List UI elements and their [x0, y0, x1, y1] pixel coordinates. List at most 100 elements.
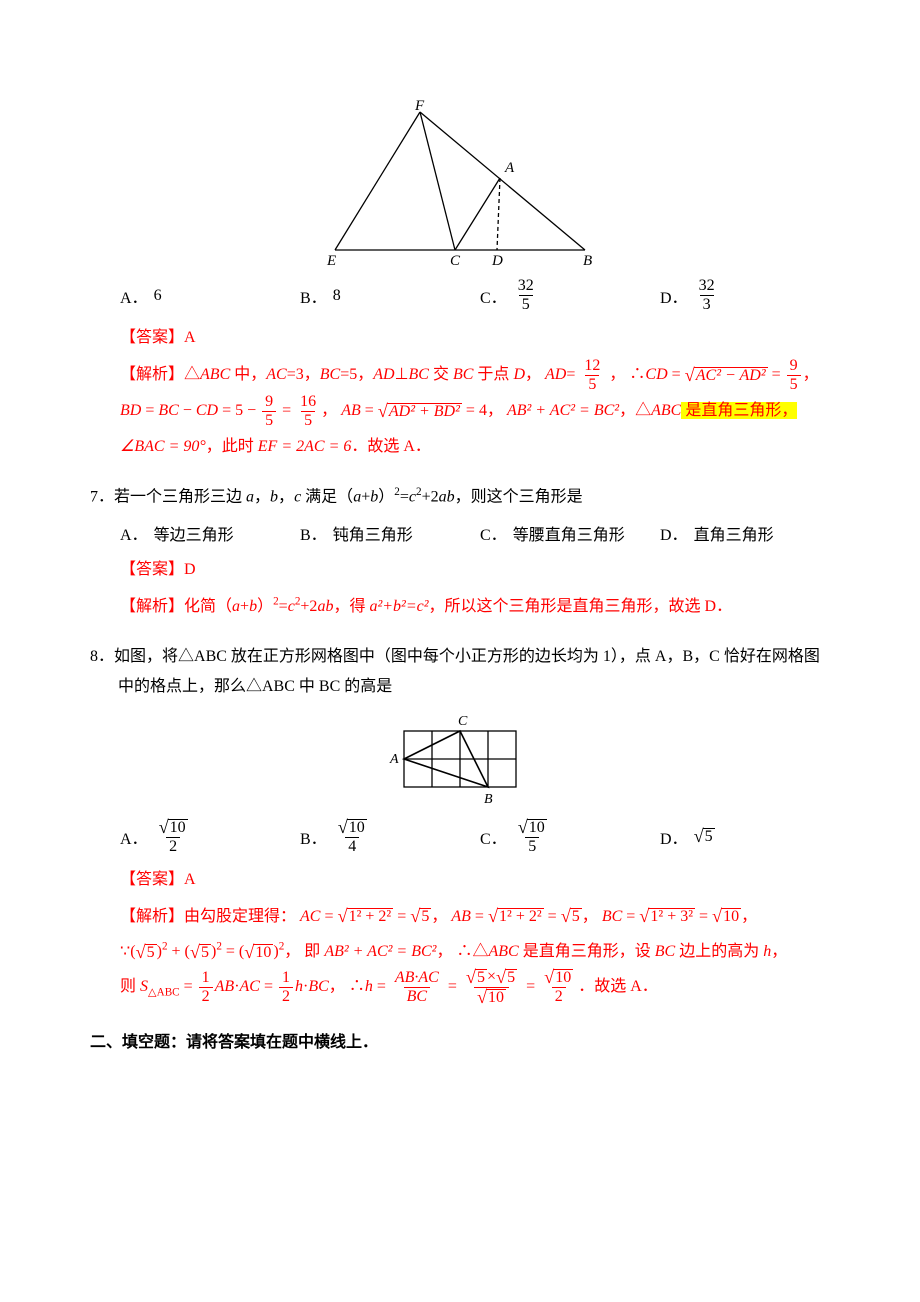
tri: △	[184, 366, 200, 383]
q8h3: h	[365, 978, 373, 995]
q8-el: 【解析】	[120, 908, 184, 925]
q8-option-d: D．√5	[660, 825, 820, 849]
q6-d-den: 3	[700, 295, 714, 313]
q8s5b: 5	[570, 908, 582, 925]
q7e4: ，所以这个三角形是直角三角形，故选 D．	[429, 598, 733, 615]
q7ec: c	[288, 598, 295, 615]
bd1n: 9	[262, 394, 276, 411]
bc4: BC	[158, 402, 178, 419]
ad1: AD	[373, 366, 394, 383]
q7s2: 满足（	[301, 488, 353, 505]
q7c1: ，	[254, 488, 270, 505]
q6-d-num: 32	[696, 278, 718, 295]
q7b3: b	[447, 488, 455, 505]
ad-num: 12	[581, 358, 603, 375]
atD: 于点	[473, 366, 513, 383]
q8right: 是直角三角形，设	[519, 943, 655, 960]
q7e3: ，得	[333, 598, 369, 615]
svg-text:C: C	[458, 714, 468, 729]
q8s12a: 1² + 2²	[347, 908, 394, 925]
q7-option-d: D．直角三角形	[660, 521, 820, 545]
bc3: BC	[453, 366, 473, 383]
hl: 是直角三角形，	[681, 402, 797, 419]
bc: BC	[320, 366, 340, 383]
q7mid: +2	[422, 488, 439, 505]
ef: EF = 2AC = 6	[258, 438, 352, 455]
q8ab: AB	[451, 908, 471, 925]
abc: ABC	[200, 366, 230, 383]
q6-option-b: B．8	[300, 284, 480, 308]
q7-explanation: 【解析】化简（a+b）2=c2+2ab，得 a²+b²=c²，所以这个三角形是直…	[90, 589, 830, 624]
q8cm: ，	[771, 943, 787, 960]
h2d: 2	[279, 987, 293, 1005]
five: 5	[235, 402, 243, 419]
q8th2: ∴	[349, 978, 365, 995]
q8s5d: 5	[199, 944, 211, 961]
svg-text:F: F	[414, 100, 425, 114]
hfn: AB·AC	[395, 969, 439, 986]
section-2-heading: 二、填空题：请将答案填在题中横线上．	[90, 1028, 830, 1052]
q8aSq: 10	[168, 819, 188, 836]
minus2: −	[243, 402, 260, 419]
q8tri: △ABC	[148, 986, 180, 998]
q8end: ．故选 A．	[578, 978, 658, 995]
cd2: CD	[196, 402, 218, 419]
minus1: −	[179, 402, 196, 419]
q6-figure: E C D B F A	[90, 100, 830, 270]
q8ac: AC	[300, 908, 320, 925]
q8s13: 1² + 3²	[648, 908, 695, 925]
q7-c: 等腰直角三角形	[513, 521, 625, 545]
cd: CD	[645, 366, 667, 383]
q8s10b: 10	[253, 944, 273, 961]
c2: ，	[609, 366, 625, 383]
abc2: ABC	[651, 402, 681, 419]
q7a: a	[246, 488, 254, 505]
q8bc3: BC	[308, 978, 328, 995]
grid-diagram: A B C	[380, 711, 540, 811]
q8-text: 如图，将△ABC 放在正方形网格图中（图中每个小正方形的边长均为 1），点 A，…	[114, 648, 820, 695]
q8abc: ABC	[489, 943, 519, 960]
q6-explanation: 【解析】△ABC 中，AC=3，BC=5，AD⊥BC 交 BC 于点 D， AD…	[90, 357, 830, 464]
r10: 10	[553, 969, 573, 986]
q7s4: ，则这个三角形是	[455, 488, 583, 505]
q7-a: 等边三角形	[154, 521, 234, 545]
q7a2: a	[353, 488, 361, 505]
perp: ⊥	[395, 366, 409, 383]
q7-option-c: C．等腰直角三角形	[480, 521, 660, 545]
q7ep: +	[240, 598, 249, 615]
then: ，此时	[206, 438, 258, 455]
atbc: 交	[429, 366, 453, 383]
q6-option-d: D．323	[660, 278, 820, 313]
D: D	[513, 366, 525, 383]
svg-text:C: C	[450, 253, 461, 269]
q7s1: 若一个三角形三边	[114, 488, 246, 505]
hfd: BC	[407, 988, 427, 1005]
q7emid: +2	[300, 598, 317, 615]
q7eq: =	[400, 488, 409, 505]
q7abc: a²+b²=c²	[369, 598, 428, 615]
answer-label: 【答案】	[120, 329, 184, 346]
svg-text:A: A	[389, 752, 399, 767]
q8s5c: 5	[145, 944, 157, 961]
q7e1: 化简（	[184, 598, 232, 615]
q6-answer: 【答案】A	[90, 323, 830, 347]
q6-options: A．6 B．8 C．325 D．323	[90, 278, 830, 313]
q8aD: 2	[166, 837, 180, 855]
q6-option-a: A．6	[120, 284, 300, 308]
q8-stem: 8．如图，将△ABC 放在正方形网格图中（图中每个小正方形的边长均为 1），点 …	[90, 642, 830, 703]
th1: ∴	[629, 366, 645, 383]
h2n: 1	[279, 970, 293, 987]
q8s10: 10	[721, 908, 741, 925]
q7-options: A．等边三角形 B．钝角三角形 C．等腰直角三角形 D．直角三角形	[90, 521, 830, 545]
eq1: =3，	[287, 366, 320, 383]
cdsq: AC² − AD²	[696, 367, 766, 384]
q7c3: c	[409, 488, 416, 505]
q7p: +	[361, 488, 370, 505]
q8cSq: 10	[527, 819, 547, 836]
q7-d: 直角三角形	[694, 521, 774, 545]
q7-av: D	[184, 561, 196, 578]
q6-option-c: C．325	[480, 278, 660, 313]
four: 4	[479, 402, 487, 419]
q8s5a: 5	[419, 908, 431, 925]
q7-b: 钝角三角形	[333, 521, 413, 545]
